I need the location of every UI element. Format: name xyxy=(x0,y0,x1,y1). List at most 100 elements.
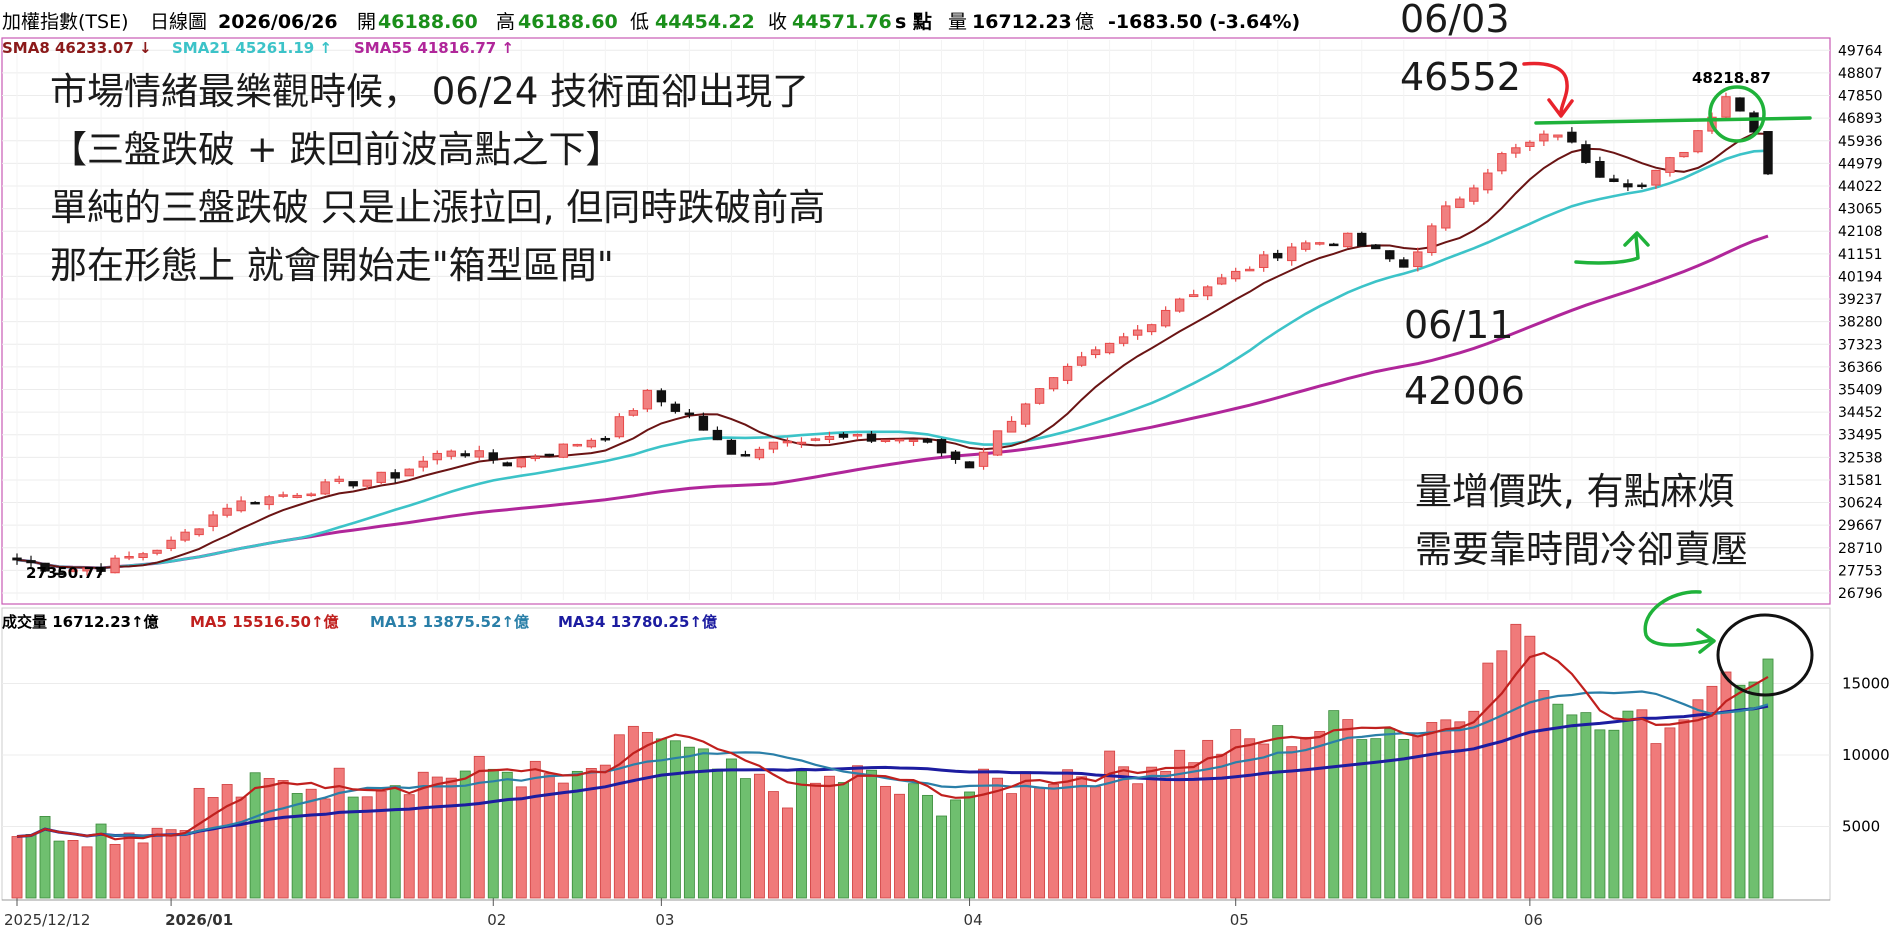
price-tick-label: 44979 xyxy=(1838,156,1883,172)
peak-date-label: 06/03 xyxy=(1400,0,1510,41)
candle-body xyxy=(1188,294,1199,298)
price-tick-label: 46893 xyxy=(1838,111,1883,127)
candle-body xyxy=(502,462,512,467)
volume-bar xyxy=(25,834,37,899)
candle-body xyxy=(1665,157,1675,173)
candle-body xyxy=(1174,298,1185,312)
candle-body xyxy=(390,472,400,479)
hand-drawn-marks xyxy=(1522,61,1814,697)
volume-bars xyxy=(11,623,1774,899)
volume-bar xyxy=(908,783,919,899)
volume-bar xyxy=(263,777,275,899)
candle-body xyxy=(264,496,274,506)
volume-bar xyxy=(1048,783,1060,899)
volume-bar xyxy=(137,842,149,899)
candle-body xyxy=(1413,251,1423,268)
price-tick-label: 27753 xyxy=(1838,563,1883,579)
candle-body xyxy=(1735,97,1745,112)
candle-body xyxy=(1693,130,1703,153)
volume-bar xyxy=(109,843,121,899)
peak-circle xyxy=(1708,85,1766,143)
volume-bar xyxy=(1076,776,1088,899)
candle-body xyxy=(1146,324,1157,333)
candle-body xyxy=(908,439,919,442)
low-point-label: 27350.77 xyxy=(26,564,105,582)
volume-bar xyxy=(1482,662,1494,899)
low-label: 低 xyxy=(630,11,649,33)
volume-bar xyxy=(1216,753,1228,899)
date-value: 2026/06/26 xyxy=(218,11,338,33)
volume-bar xyxy=(319,798,331,899)
volume-tick-label: 5000 xyxy=(1842,818,1880,836)
volume-bar xyxy=(165,829,177,899)
volume-bar xyxy=(221,784,233,899)
volume-legend-ma34: MA34 13780.25↑億 xyxy=(558,613,717,631)
volume-bar xyxy=(1286,746,1298,899)
green-curved-arrow-head xyxy=(1696,628,1716,654)
candle-body xyxy=(656,390,667,403)
candle-body xyxy=(110,557,120,574)
volume-bar xyxy=(866,769,877,899)
candle-body xyxy=(376,471,386,483)
period-label: 日線圖 xyxy=(150,11,207,33)
candle-body xyxy=(992,430,1003,456)
volume-bar xyxy=(305,788,317,899)
volume-bar xyxy=(1174,749,1186,899)
volume-bar xyxy=(1328,710,1340,899)
volume-bar xyxy=(1692,699,1704,899)
candle-body xyxy=(936,439,947,454)
volume-bar xyxy=(375,790,387,899)
open-value: 46188.60 xyxy=(378,11,478,33)
x-tick-label: 04 xyxy=(964,911,983,929)
volume-bar xyxy=(950,799,961,899)
candle-body xyxy=(838,433,849,438)
candle-body xyxy=(1090,349,1101,356)
candle-body xyxy=(740,454,751,457)
volume-bar xyxy=(1636,709,1648,899)
volume-bar xyxy=(796,770,807,899)
candle-body xyxy=(1371,244,1381,250)
candle-body xyxy=(1343,232,1353,248)
candle-body xyxy=(1749,112,1759,133)
price-tick-label: 49764 xyxy=(1838,43,1883,59)
candle-body xyxy=(628,410,639,416)
candle-body xyxy=(530,456,540,460)
price-tick-label: 38280 xyxy=(1838,315,1883,331)
price-tick-label: 44022 xyxy=(1838,179,1883,195)
candle-body xyxy=(460,453,470,457)
x-tick-label: 2025/12/12 xyxy=(4,911,90,929)
candle-body xyxy=(1062,365,1073,381)
volume-bar xyxy=(459,770,471,899)
volume-bar xyxy=(585,768,597,899)
volume-bar xyxy=(1132,783,1144,899)
candle-body xyxy=(1525,141,1535,147)
volume-bar xyxy=(193,787,205,899)
price-grid xyxy=(2,40,1830,600)
candle-body xyxy=(26,560,36,564)
candle-body xyxy=(292,494,302,498)
candle-body xyxy=(1637,184,1647,188)
candle-body xyxy=(586,439,597,448)
volume-bar xyxy=(1650,743,1662,899)
price-tick-label: 29667 xyxy=(1838,518,1883,534)
price-axis: 26796 27753 28710 29667 30624 31581 32538 33495… xyxy=(1838,43,1883,602)
volume-bar xyxy=(291,793,303,899)
green-arrow-mark xyxy=(1574,234,1640,265)
volume-bar xyxy=(1188,762,1200,899)
volume-bar xyxy=(655,738,667,899)
candle-body xyxy=(1455,198,1465,208)
candle-body xyxy=(1567,131,1577,143)
candle-body xyxy=(306,493,316,497)
low-value: 44454.22 xyxy=(655,11,755,33)
volume-bar xyxy=(753,773,765,899)
volume-bar xyxy=(781,807,793,899)
candle-body xyxy=(964,461,975,469)
volume-bar xyxy=(641,731,653,899)
volume-bar xyxy=(1272,725,1284,899)
candle-body xyxy=(614,416,625,438)
candle-body xyxy=(1469,187,1479,202)
legend-sma8: SMA8 46233.07 ↓ xyxy=(2,39,152,57)
volume-bar xyxy=(1104,750,1116,899)
price-tick-label: 33495 xyxy=(1838,428,1883,444)
candle-body xyxy=(180,531,190,541)
